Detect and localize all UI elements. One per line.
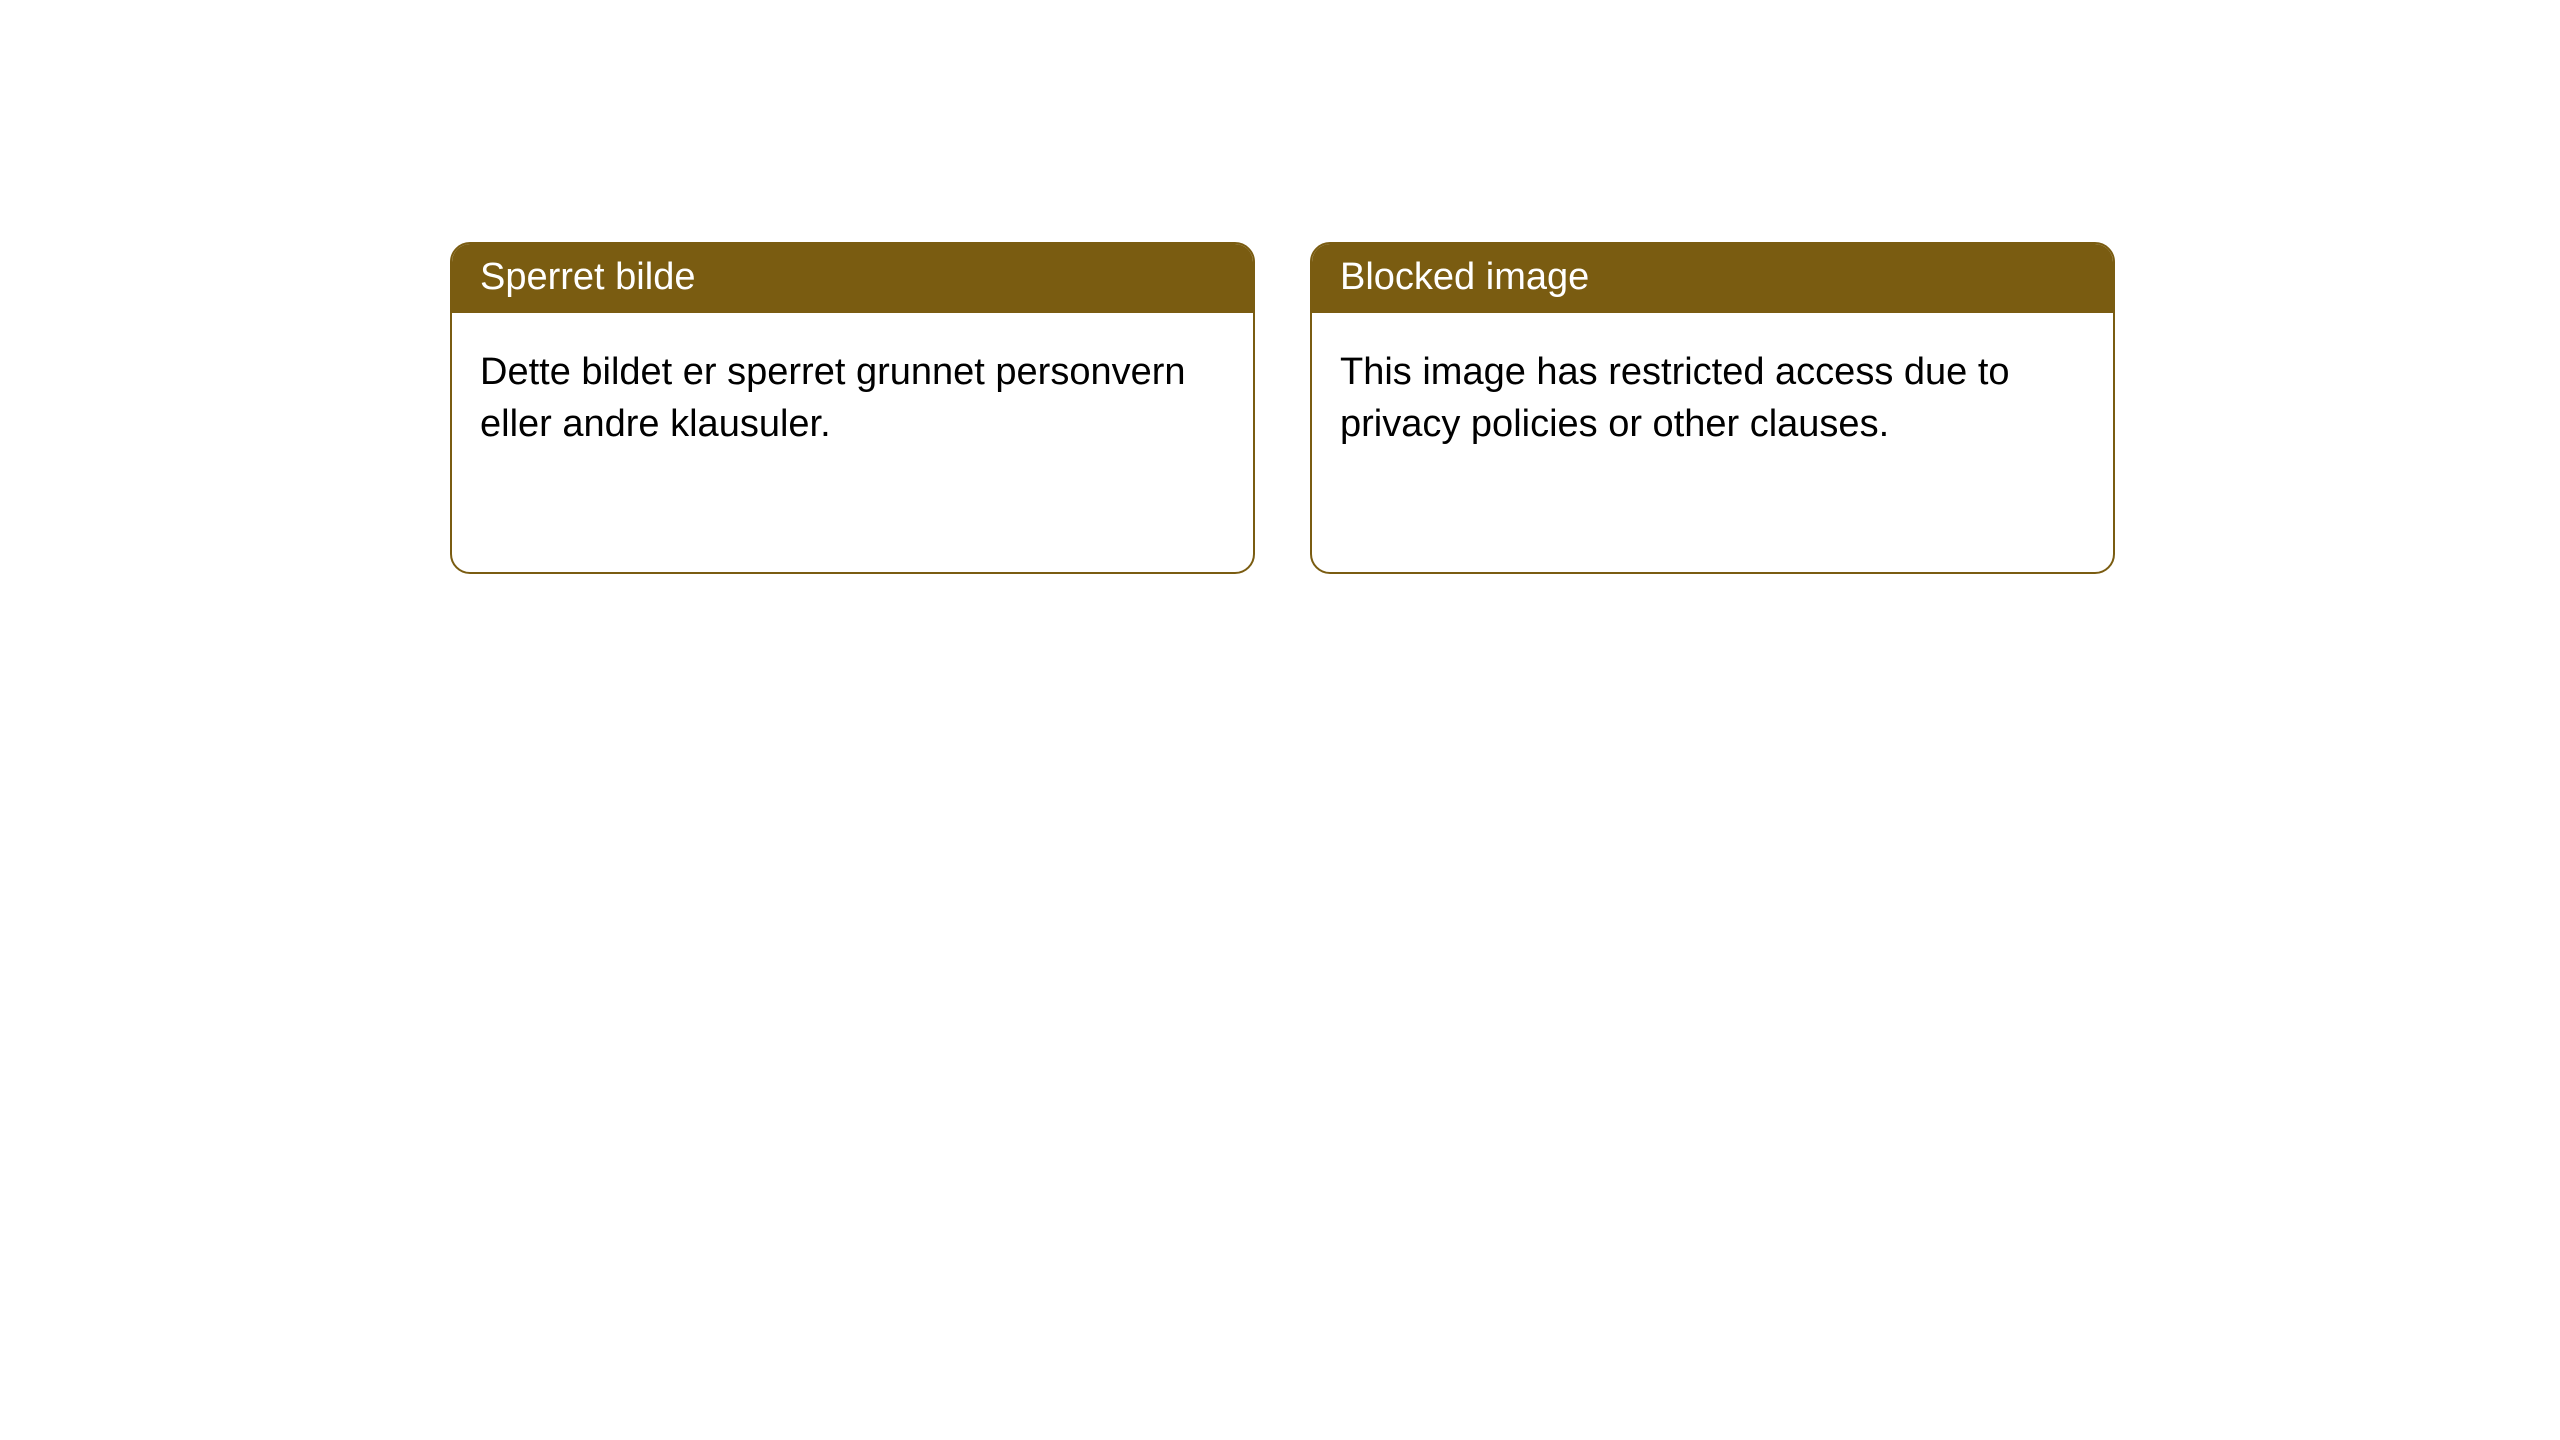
notice-card-norwegian: Sperret bilde Dette bildet er sperret gr… (450, 242, 1255, 574)
notice-card-title: Sperret bilde (452, 244, 1253, 313)
notice-card-title: Blocked image (1312, 244, 2113, 313)
notice-card-body: Dette bildet er sperret grunnet personve… (452, 313, 1253, 484)
notice-card-body: This image has restricted access due to … (1312, 313, 2113, 484)
notice-cards-container: Sperret bilde Dette bildet er sperret gr… (450, 242, 2560, 574)
notice-card-english: Blocked image This image has restricted … (1310, 242, 2115, 574)
